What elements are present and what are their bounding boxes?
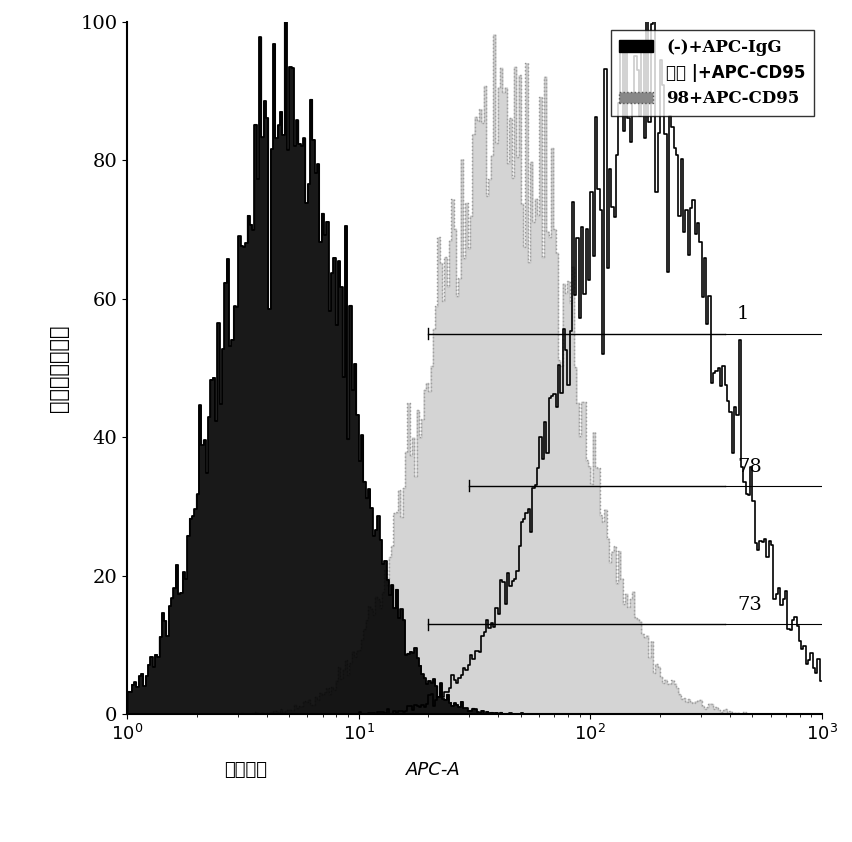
Text: 73: 73 (736, 596, 761, 614)
Y-axis label: 最大抑制百分数: 最大抑制百分数 (49, 324, 69, 412)
Text: 抑制核酸: 抑制核酸 (223, 761, 267, 780)
Text: 78: 78 (736, 457, 761, 476)
Text: APC-A: APC-A (405, 761, 460, 780)
Legend: (-)+APC-IgG, 对照 |+APC-CD95, 98+APC-CD95: (-)+APC-IgG, 对照 |+APC-CD95, 98+APC-CD95 (610, 30, 813, 115)
Text: 1: 1 (736, 305, 749, 323)
